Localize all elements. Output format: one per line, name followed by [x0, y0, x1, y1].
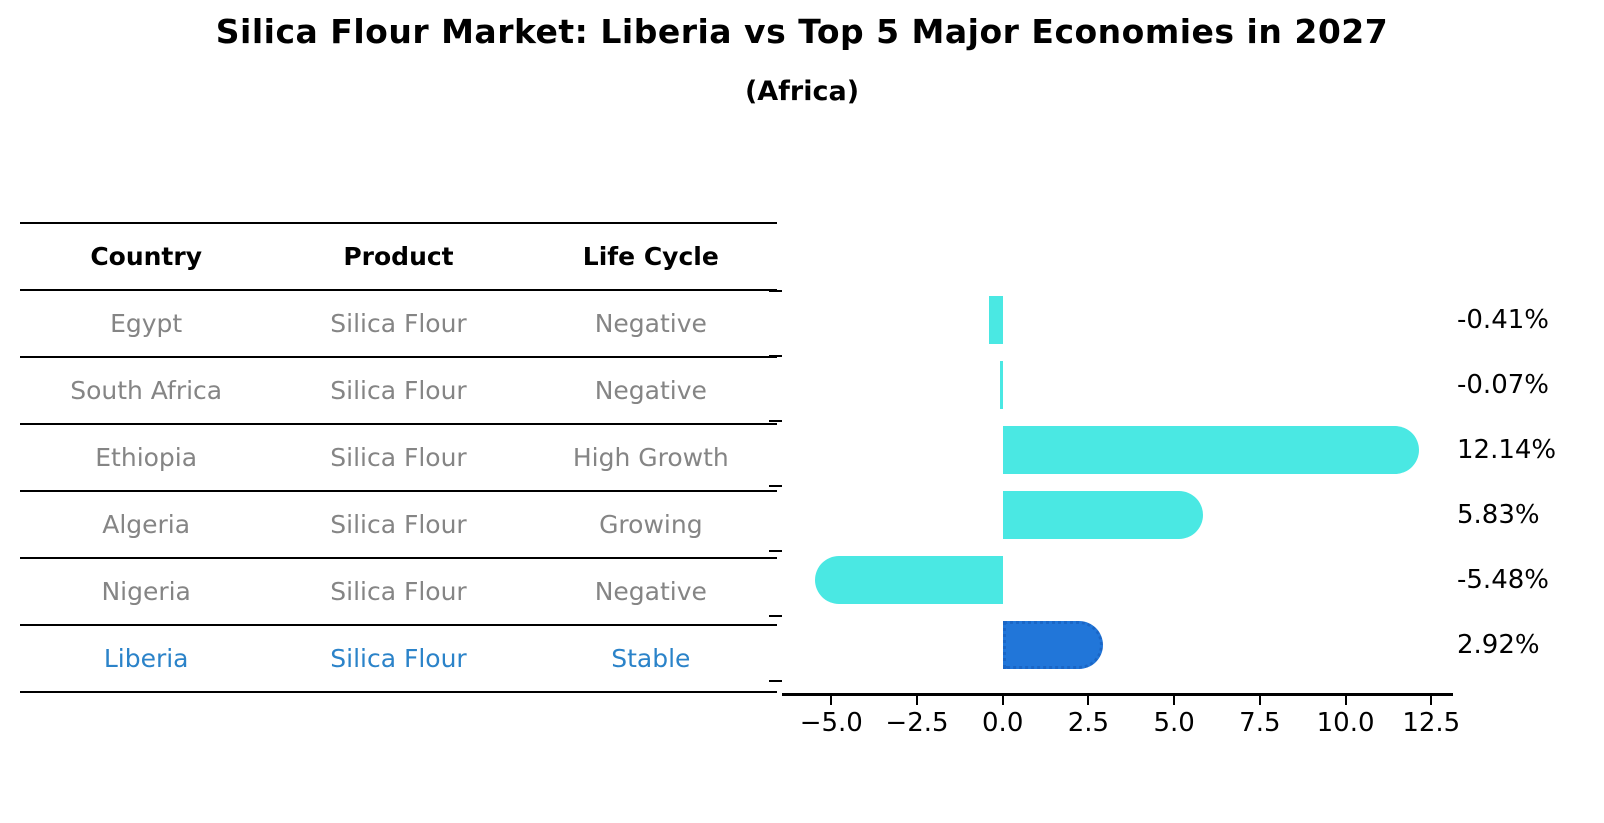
table-row-algeria: Algeria Silica Flour Growing	[20, 492, 777, 559]
x-axis-tick	[830, 696, 833, 705]
table-cell-product: Silica Flour	[330, 376, 467, 405]
table-row-south-africa: South Africa Silica Flour Negative	[20, 358, 777, 425]
table-cell-country: Egypt	[110, 309, 183, 338]
table-header-row: Country Product Life Cycle	[20, 222, 777, 291]
table-cell-life-cycle: Stable	[611, 644, 691, 673]
chart-subtitle: (Africa)	[744, 76, 860, 107]
bar-value-label-liberia: 2.92%	[1457, 630, 1540, 660]
table-row-egypt: Egypt Silica Flour Negative	[20, 291, 777, 358]
x-axis-tick	[1087, 696, 1090, 705]
bar-liberia	[1002, 621, 1103, 669]
bar-value-label-south-africa: -0.07%	[1457, 370, 1549, 400]
bar-egypt	[988, 296, 1003, 344]
table-cell-product: Silica Flour	[330, 577, 467, 606]
x-axis-tick-label: 0.0	[982, 708, 1024, 738]
table-body: Egypt Silica Flour Negative South Africa Sil…	[20, 291, 777, 693]
table-cell-country: Algeria	[102, 510, 191, 539]
table-cell-life-cycle: Negative	[594, 577, 707, 606]
table-header-country: Country	[90, 242, 203, 271]
y-axis-tick	[769, 680, 782, 682]
x-axis-line	[782, 693, 1453, 696]
table-header-product: Product	[343, 242, 454, 271]
y-axis-tick	[769, 615, 782, 617]
table-row-nigeria: Nigeria Silica Flour Negative	[20, 559, 777, 626]
bar-row-ethiopia	[785, 418, 1445, 483]
x-axis-tick-label: 12.5	[1402, 708, 1461, 738]
bar-value-label-egypt: -0.41%	[1457, 305, 1549, 335]
bar-row-south-africa	[785, 353, 1445, 418]
x-axis-tick-label: −5.0	[799, 708, 863, 738]
chart-title: Silica Flour Market: Liberia vs Top 5 Ma…	[215, 12, 1389, 51]
table-cell-life-cycle: Negative	[594, 309, 707, 338]
bar-value-label-algeria: 5.83%	[1457, 500, 1540, 530]
table-cell-life-cycle: High Growth	[572, 443, 729, 472]
x-axis-tick	[1344, 696, 1347, 705]
x-axis-tick	[1258, 696, 1261, 705]
bar-nigeria	[814, 556, 1003, 604]
x-axis-tick-label: 5.0	[1153, 708, 1195, 738]
table-cell-country: Nigeria	[101, 577, 191, 606]
bar-row-egypt	[785, 288, 1445, 353]
bar-value-label-nigeria: -5.48%	[1457, 565, 1549, 595]
x-axis-tick-label: −2.5	[885, 708, 949, 738]
x-axis-tick-label: 2.5	[1067, 708, 1110, 738]
table-cell-product: Silica Flour	[330, 309, 467, 338]
table-cell-country: South Africa	[70, 376, 223, 405]
value-labels-column: -0.41% -0.07% 12.14% 5.83% -5.48% 2.92%	[1457, 288, 1597, 695]
x-axis-tick	[1001, 696, 1004, 705]
x-axis-tick	[1430, 696, 1433, 705]
bar-algeria	[1002, 491, 1203, 539]
table-cell-country: Liberia	[103, 644, 189, 673]
bar-ethiopia	[1002, 426, 1419, 474]
bar-chart-plot-area: −5.0 −2.5 0.0 2.5 5.0 7.5 10.0 12.5	[769, 288, 1460, 738]
table-cell-life-cycle: Negative	[594, 376, 707, 405]
table-row-ethiopia: Ethiopia Silica Flour High Growth	[20, 425, 777, 492]
x-axis-tick	[916, 696, 918, 705]
table-cell-product: Silica Flour	[330, 443, 467, 472]
bar-row-algeria	[785, 483, 1445, 548]
y-axis-tick	[769, 420, 782, 422]
y-axis-tick	[769, 550, 782, 552]
table-cell-country: Ethiopia	[95, 443, 198, 472]
x-axis-tick-label: 7.5	[1239, 708, 1281, 738]
bar-row-nigeria	[785, 548, 1445, 613]
bar-south-africa	[1000, 361, 1003, 409]
bar-value-label-ethiopia: 12.14%	[1457, 435, 1557, 465]
y-axis-tick	[769, 290, 782, 292]
table-cell-life-cycle: Growing	[599, 510, 703, 539]
table-cell-product: Silica Flour	[330, 644, 467, 673]
y-axis-tick	[769, 355, 782, 357]
bar-row-liberia	[785, 613, 1445, 678]
table-header-life-cycle: Life Cycle	[582, 242, 719, 271]
table-row-liberia: Liberia Silica Flour Stable	[20, 626, 777, 693]
table-cell-product: Silica Flour	[330, 510, 467, 539]
x-axis-tick	[1173, 696, 1176, 705]
y-axis-tick	[769, 485, 782, 487]
comparison-table: Country Product Life Cycle Egypt Silica F…	[20, 222, 777, 693]
x-axis-tick-label: 10.0	[1316, 708, 1375, 738]
